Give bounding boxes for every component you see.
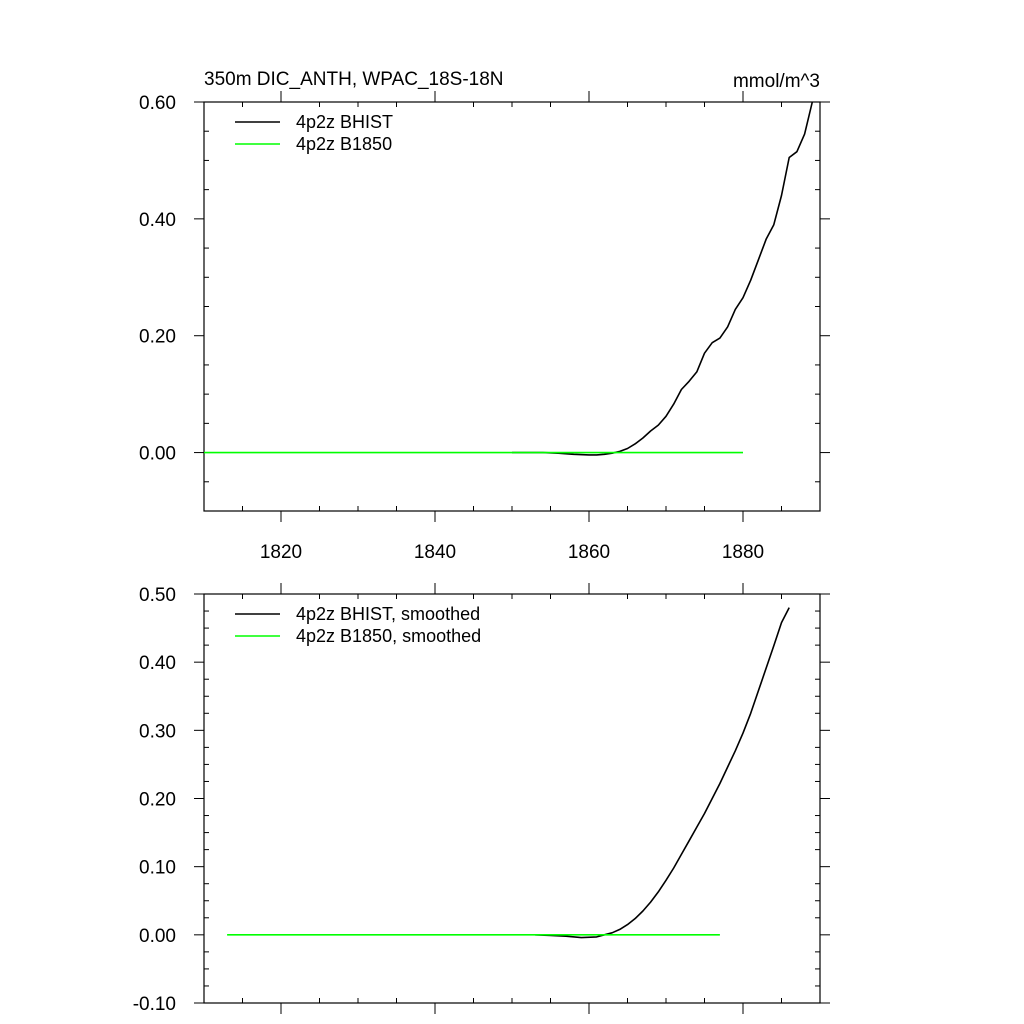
y-tick-label: 0.20 xyxy=(139,790,176,811)
legend-label-0: 4p2z BHIST xyxy=(296,112,393,132)
units-label: mmol/m^3 xyxy=(733,71,820,92)
y-tick-label: 0.00 xyxy=(139,926,176,947)
top-panel: 1820 1840 1860 1880 0.00 0.20 0.40 0.60 4p2z BHI… xyxy=(139,69,830,563)
legend-label-1: 4p2z B1850 xyxy=(296,134,392,154)
y-tick-label: 0.30 xyxy=(139,721,176,742)
x-tick-label: 1880 xyxy=(722,542,764,563)
y-tick-label: 0.50 xyxy=(139,585,176,606)
bottom-panel: -0.10 0.00 0.10 0.20 0.30 0.40 0.50 4p2z BHIST,… xyxy=(133,583,830,1015)
x-tick-label: 1820 xyxy=(260,542,302,563)
y-tick-label: 0.40 xyxy=(139,210,176,231)
y-tick-label: 0.00 xyxy=(139,444,176,465)
plot-frame xyxy=(203,101,821,512)
y-tick-label: 0.20 xyxy=(139,327,176,348)
legend-label-0: 4p2z BHIST, smoothed xyxy=(296,604,480,624)
y-tick-label: 0.10 xyxy=(139,858,176,879)
x-tick-label: 1840 xyxy=(414,542,456,563)
series-line-0 xyxy=(512,101,814,456)
plot-frame xyxy=(203,593,821,1004)
y-tick-label: -0.10 xyxy=(133,994,176,1015)
chart-title: 350m DIC_ANTH, WPAC_18S-18N xyxy=(204,69,504,90)
x-tick-label: 1860 xyxy=(568,542,610,563)
y-tick-label: 0.40 xyxy=(139,653,176,674)
legend-label-1: 4p2z B1850, smoothed xyxy=(296,626,481,646)
series-line-0 xyxy=(535,607,790,939)
y-tick-label: 0.60 xyxy=(139,93,176,114)
